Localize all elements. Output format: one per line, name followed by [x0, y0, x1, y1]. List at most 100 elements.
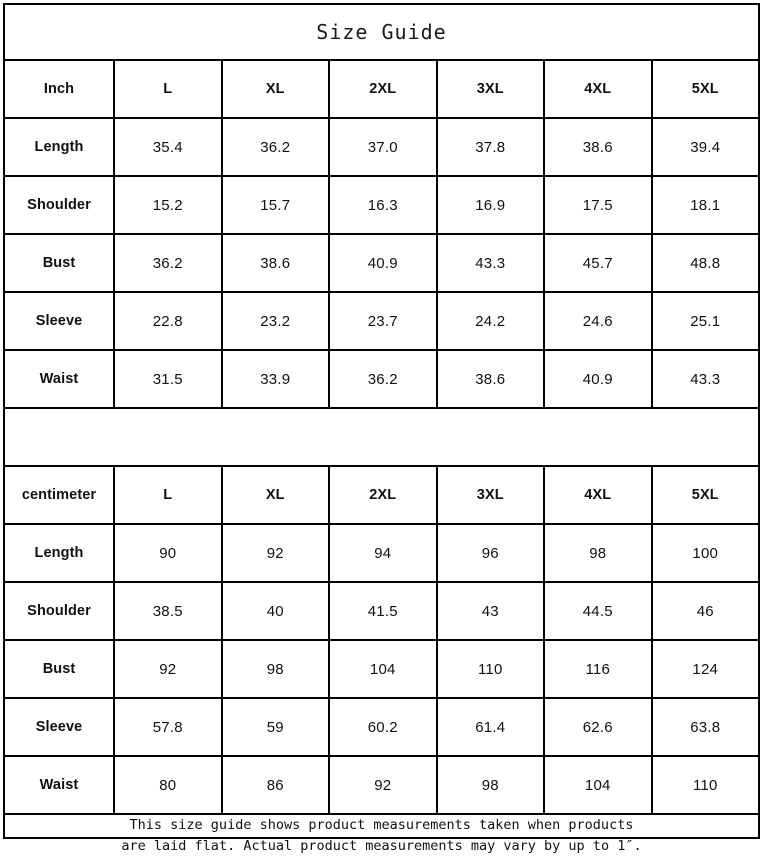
table-row: Sleeve 57.8 59 60.2 61.4 62.6 63.8 [5, 699, 758, 757]
inch-waist-3xl: 38.6 [438, 351, 545, 407]
table-row: Bust 36.2 38.6 40.9 43.3 45.7 48.8 [5, 235, 758, 293]
cm-sleeve-xl: 59 [223, 699, 330, 755]
cm-sleeve-4xl: 62.6 [545, 699, 653, 755]
cm-sleeve-3xl: 61.4 [438, 699, 545, 755]
inch-bust-l: 36.2 [115, 235, 223, 291]
cm-shoulder-l: 38.5 [115, 583, 223, 639]
cm-row-label-shoulder: Shoulder [5, 583, 115, 639]
cm-waist-2xl: 92 [330, 757, 438, 813]
inch-bust-2xl: 40.9 [330, 235, 438, 291]
cm-header-size-4xl: 4XL [545, 467, 653, 523]
inch-unit-header: Inch [5, 61, 115, 117]
cm-length-2xl: 94 [330, 525, 438, 581]
cm-row-label-bust: Bust [5, 641, 115, 697]
inch-bust-5xl: 48.8 [690, 254, 721, 272]
cm-length-3xl: 96 [438, 525, 545, 581]
cm-header-size-5xl: 5XL [691, 487, 719, 503]
inch-sleeve-3xl: 24.2 [438, 293, 545, 349]
inch-sleeve-4xl: 24.6 [545, 293, 653, 349]
inch-waist-5xl: 43.3 [690, 370, 721, 388]
inch-shoulder-xl: 15.7 [223, 177, 330, 233]
cm-length-xl: 92 [223, 525, 330, 581]
cm-bust-3xl: 110 [438, 641, 545, 697]
cm-sleeve-l: 57.8 [115, 699, 223, 755]
inch-row-label-bust: Bust [5, 235, 115, 291]
inch-bust-3xl: 43.3 [438, 235, 545, 291]
centimeter-measurement-table: centimeter L XL 2XL 3XL 4XL 5XL Length 9… [5, 467, 758, 813]
inch-shoulder-l: 15.2 [115, 177, 223, 233]
inch-sleeve-2xl: 23.7 [330, 293, 438, 349]
inch-length-2xl: 37.0 [330, 119, 438, 175]
size-guide-table: Size Guide Inch L XL 2XL 3XL 4XL 5XL Len… [3, 3, 760, 854]
disclaimer-line-1: This size guide shows product measuremen… [129, 817, 634, 833]
cm-waist-4xl: 104 [545, 757, 653, 813]
inch-waist-l: 31.5 [115, 351, 223, 407]
inch-sleeve-l: 22.8 [115, 293, 223, 349]
cm-sleeve-2xl: 60.2 [330, 699, 438, 755]
cm-waist-3xl: 98 [438, 757, 545, 813]
cm-length-5xl: 100 [692, 544, 719, 562]
cm-bust-l: 92 [115, 641, 223, 697]
table-row: Bust 92 98 104 110 116 124 [5, 641, 758, 699]
cm-length-4xl: 98 [545, 525, 653, 581]
table-row: Sleeve 22.8 23.2 23.7 24.2 24.6 25.1 [5, 293, 758, 351]
cm-shoulder-4xl: 44.5 [545, 583, 653, 639]
cm-sleeve-5xl: 63.8 [690, 718, 721, 736]
cm-bust-5xl: 124 [692, 660, 719, 678]
table-row: Length 35.4 36.2 37.0 37.8 38.6 39.4 [5, 119, 758, 177]
cm-shoulder-xl: 40 [223, 583, 330, 639]
disclaimer-line-2: are laid flat. Actual product measuremen… [121, 837, 642, 854]
cm-bust-xl: 98 [223, 641, 330, 697]
cm-shoulder-2xl: 41.5 [330, 583, 438, 639]
inch-length-xl: 36.2 [223, 119, 330, 175]
cm-row-label-length: Length [5, 525, 115, 581]
table-row: Shoulder 38.5 40 41.5 43 44.5 46 [5, 583, 758, 641]
table-spacer-row [5, 407, 758, 467]
inch-sleeve-xl: 23.2 [223, 293, 330, 349]
inch-shoulder-2xl: 16.3 [330, 177, 438, 233]
cm-bust-2xl: 104 [330, 641, 438, 697]
footer-note-row: This size guide shows product measuremen… [5, 813, 758, 857]
inch-waist-2xl: 36.2 [330, 351, 438, 407]
inch-bust-xl: 38.6 [223, 235, 330, 291]
inch-length-5xl: 39.4 [690, 138, 721, 156]
inch-header-size-3xl: 3XL [438, 61, 545, 117]
cm-bust-4xl: 116 [545, 641, 653, 697]
inch-row-label-shoulder: Shoulder [5, 177, 115, 233]
title-row: Size Guide [5, 5, 758, 61]
inch-length-4xl: 38.6 [545, 119, 653, 175]
cm-header-size-3xl: 3XL [438, 467, 545, 523]
inch-header-size-4xl: 4XL [545, 61, 653, 117]
inch-measurement-table: Inch L XL 2XL 3XL 4XL 5XL Length 35.4 36… [5, 61, 758, 407]
inch-row-label-sleeve: Sleeve [5, 293, 115, 349]
inch-bust-4xl: 45.7 [545, 235, 653, 291]
cm-waist-l: 80 [115, 757, 223, 813]
inch-length-3xl: 37.8 [438, 119, 545, 175]
inch-header-size-l: L [115, 61, 223, 117]
cm-waist-xl: 86 [223, 757, 330, 813]
cm-header-size-l: L [115, 467, 223, 523]
cm-header-size-2xl: 2XL [330, 467, 438, 523]
inch-header-size-xl: XL [223, 61, 330, 117]
inch-waist-xl: 33.9 [223, 351, 330, 407]
cm-shoulder-5xl: 46 [696, 602, 714, 620]
cm-header-size-xl: XL [223, 467, 330, 523]
table-row: Length 90 92 94 96 98 100 [5, 525, 758, 583]
inch-shoulder-4xl: 17.5 [545, 177, 653, 233]
inch-header-size-2xl: 2XL [330, 61, 438, 117]
page-title: Size Guide [316, 20, 447, 44]
table-row: Waist 31.5 33.9 36.2 38.6 40.9 43.3 [5, 351, 758, 407]
inch-header-size-5xl: 5XL [691, 81, 719, 97]
inch-row-label-waist: Waist [5, 351, 115, 407]
cm-waist-5xl: 110 [692, 776, 718, 794]
table-row: Shoulder 15.2 15.7 16.3 16.9 17.5 18.1 [5, 177, 758, 235]
inch-sleeve-5xl: 25.1 [690, 312, 721, 330]
table-row: Waist 80 86 92 98 104 110 [5, 757, 758, 813]
inch-row-label-length: Length [5, 119, 115, 175]
cm-length-l: 90 [115, 525, 223, 581]
inch-shoulder-3xl: 16.9 [438, 177, 545, 233]
size-guide-disclaimer: This size guide shows product measuremen… [121, 815, 641, 857]
cm-header-row: centimeter L XL 2XL 3XL 4XL 5XL [5, 467, 758, 525]
cm-unit-header: centimeter [5, 467, 115, 523]
cm-row-label-sleeve: Sleeve [5, 699, 115, 755]
